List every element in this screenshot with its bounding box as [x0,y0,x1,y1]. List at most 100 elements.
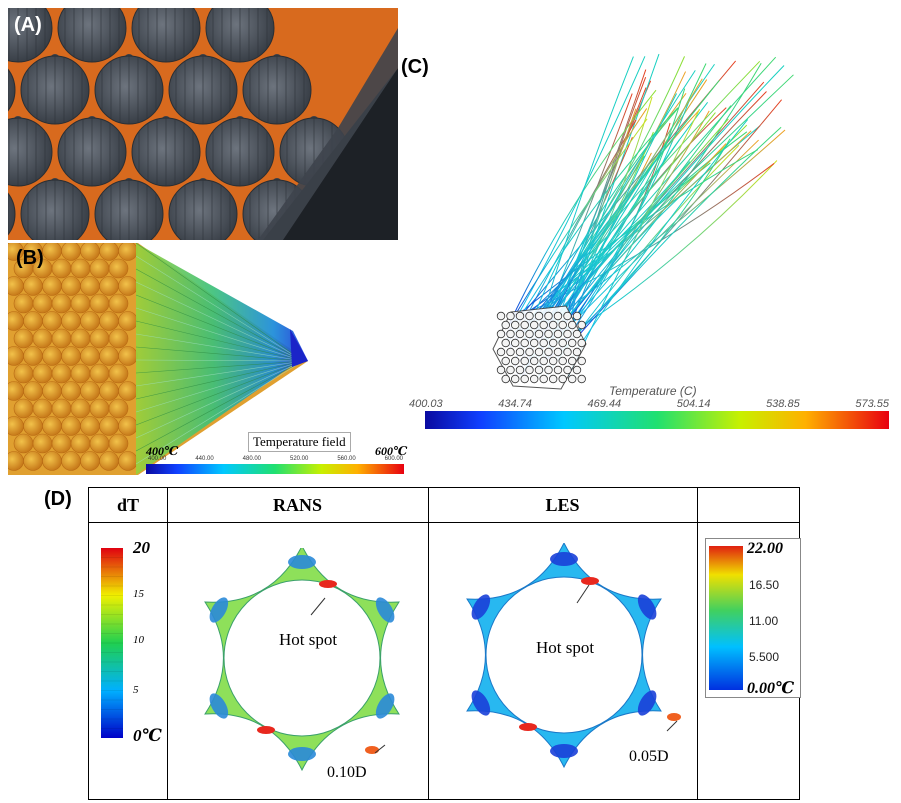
rod [539,338,548,348]
rod [548,338,558,348]
fuel-rod [70,398,91,419]
fuel-rod [80,451,100,471]
fuel-rod [8,416,24,436]
cold-region [209,693,229,719]
streamline [531,79,720,325]
rod [501,338,510,348]
tick: 600.00 [384,456,403,462]
streamline [512,107,679,330]
central-rod [223,579,381,737]
fuel-rod [99,416,119,436]
fuel-rod [80,276,100,296]
tick: 520.00 [289,456,309,462]
fuel-rod [89,433,110,454]
left-cb-max: 20 [133,538,150,557]
rod [544,347,553,357]
fuel-rod [42,416,62,436]
colorbar-c-title: Temperature (C) [609,384,697,398]
rod [539,374,548,384]
rod [577,338,586,348]
fuel-rod [13,363,34,384]
rod [520,356,529,366]
rod [563,347,572,357]
fuel-rod [23,416,43,436]
fuel-rod [42,311,62,331]
tick: 440.00 [195,456,214,462]
rod [558,320,567,330]
hot-spot [365,746,379,754]
fuel-rod [70,293,91,314]
fuel-rod [99,276,119,296]
fuel-rod [99,451,119,471]
panel-label-c: (C) [401,56,429,78]
fuel-rod [23,451,43,471]
left-cb-5: 5 [133,684,139,696]
rod [539,356,548,366]
rod [520,320,529,330]
streamline [576,88,686,320]
rod [563,329,572,339]
streamline [507,89,657,328]
fuel-rod [108,293,129,314]
streamline [508,60,761,347]
fuel-rod [42,276,62,296]
rod [501,356,510,366]
left-colorbar [101,548,123,738]
rod [567,320,577,330]
fuel-rod [13,433,34,454]
right-cb-max: 22.00 [747,540,783,557]
rod [572,311,582,321]
right-cb-t2: 11.00 [749,614,779,628]
tick: 400.03 [409,398,443,410]
rod [558,374,567,384]
streamline [567,108,701,377]
rod [496,365,506,375]
fuel-rod [118,346,138,366]
fuel-rod [8,68,16,112]
fuel-rod [70,363,91,384]
fuel-rod [118,311,138,331]
fuel-rod [8,346,24,366]
rod [534,311,544,321]
fuel-rod [8,276,24,296]
fuel-rod [118,451,138,471]
rod [567,374,577,384]
rod [515,365,525,375]
right-cb-t3: 5.500 [749,650,780,664]
rod [501,320,510,330]
rod [563,365,572,375]
fuel-rod [89,363,110,384]
panel-d-table: dT RANS LES 20 15 10 5 0℃ Hot spot 0.10D… [88,487,801,800]
fuel-rod [13,398,34,419]
fuel-rod [42,243,62,261]
hot-spot [319,580,337,588]
rod [553,329,563,339]
rod [529,338,539,348]
rod [525,365,534,375]
rod [548,320,558,330]
rod [529,320,539,330]
streamline [522,71,687,341]
right-cb-min: 0.00℃ [747,680,795,697]
rod [553,311,563,321]
tick: 469.44 [587,398,622,410]
cold-region [637,594,657,620]
cold-region [550,552,578,566]
streamline [538,70,696,346]
rod [515,311,525,321]
rans-hot-spot-label: Hot spot [279,630,338,649]
rod [534,347,544,357]
rod [572,347,582,357]
fuel-rod [23,346,43,366]
colorbar-b-ticks: 400.00 440.00 480.00 520.00 560.00 600.0… [148,456,403,464]
fuel-rod [61,311,81,331]
rod [567,356,577,366]
streamline [554,91,767,338]
rod [553,347,563,357]
fuel-rod [80,243,100,261]
colorbar-c [425,411,889,429]
fuel-rod [51,433,72,454]
fuel-rod [118,276,138,296]
streamline [554,107,727,329]
fuel-rod [23,276,43,296]
